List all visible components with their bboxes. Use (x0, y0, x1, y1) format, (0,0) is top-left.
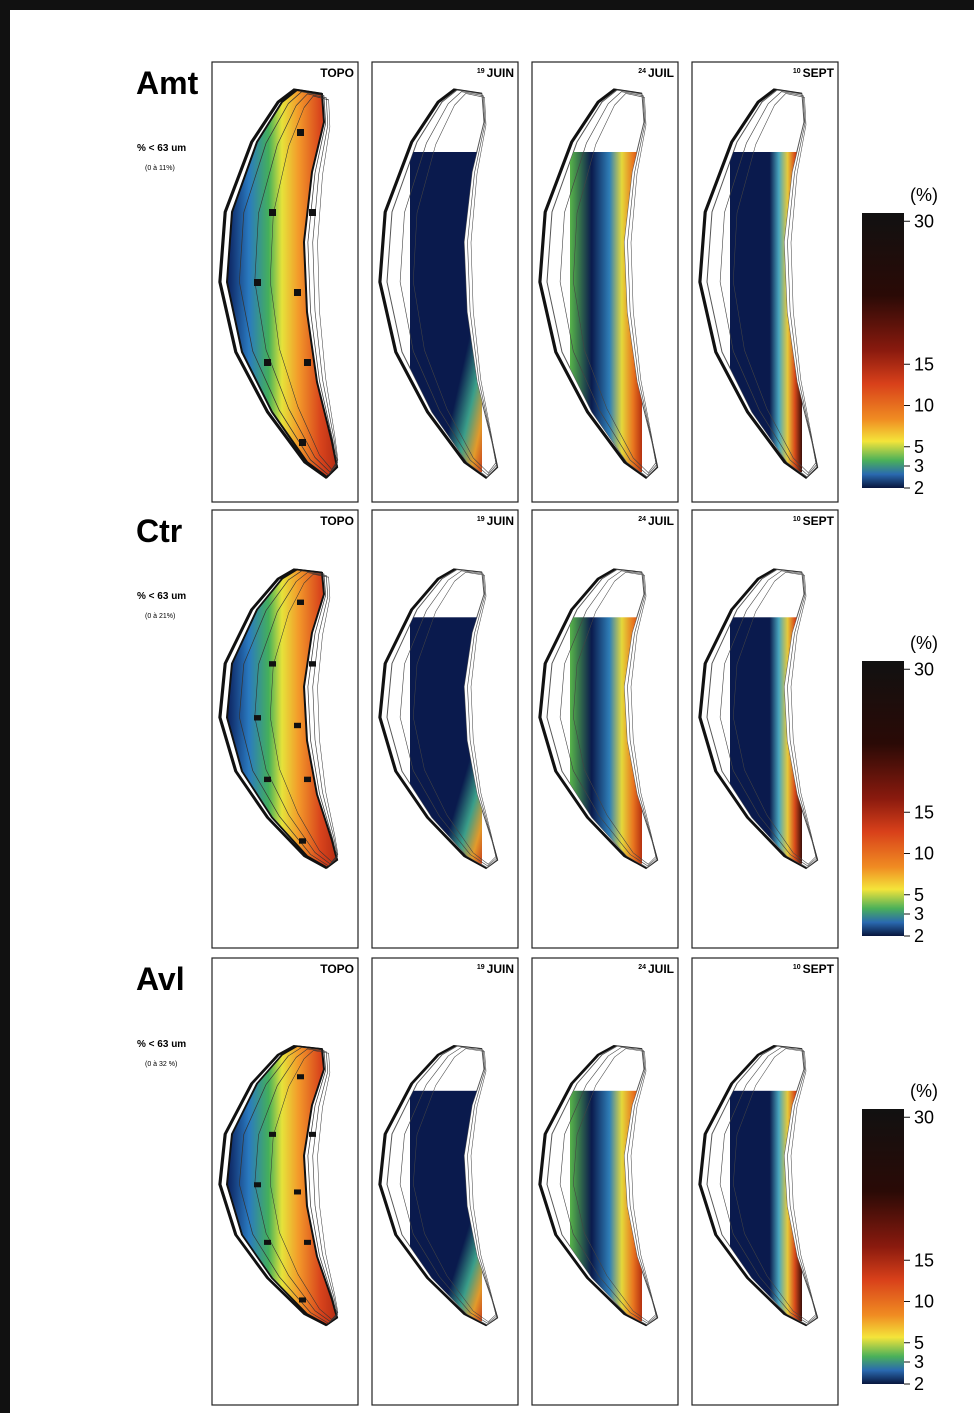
panel-month: SEPT (803, 962, 835, 976)
station (299, 439, 306, 446)
colorbar-tick-label: 5 (914, 885, 924, 905)
colorbar-tick-label: 5 (914, 1333, 924, 1353)
panel-day: 19 (477, 964, 485, 971)
station (269, 209, 276, 216)
panel-month: TOPO (320, 514, 354, 528)
range-label: (0 à 11%) (145, 165, 175, 172)
figure: Amt% < 63 um(0 à 11%)TOPO19JUIN24JUIL10S… (0, 0, 974, 1413)
colorbar-tick-label: 10 (914, 844, 934, 864)
row-label: Avl (136, 961, 185, 997)
colorbar-title: (%) (910, 185, 938, 205)
fraction-label: % < 63 um (137, 1039, 186, 1050)
panel-day: 10 (793, 516, 801, 523)
fraction-label: % < 63 um (137, 591, 186, 602)
station (297, 600, 304, 605)
colorbar (862, 1109, 904, 1384)
colorbar-tick-label: 2 (914, 926, 924, 946)
row-label: Ctr (136, 513, 182, 549)
station (269, 661, 276, 666)
panel-day: 24 (638, 68, 646, 75)
colorbar-tick-label: 15 (914, 354, 934, 374)
colorbar-tick-label: 15 (914, 802, 934, 822)
colorbar-tick-label: 3 (914, 904, 924, 924)
station (304, 777, 311, 782)
panel-month: JUIL (648, 962, 674, 976)
station (297, 1074, 304, 1079)
panel-day: 10 (793, 964, 801, 971)
station (254, 279, 261, 286)
station (294, 1189, 301, 1194)
row-label: Amt (136, 65, 199, 101)
range-label: (0 à 21%) (145, 613, 175, 620)
station (264, 359, 271, 366)
fraction-label: % < 63 um (137, 143, 186, 154)
colorbar-tick-label: 30 (914, 659, 934, 679)
colorbar-tick-label: 30 (914, 211, 934, 231)
colorbar-tick-label: 2 (914, 1374, 924, 1394)
frame-top (0, 0, 974, 10)
panel-day: 19 (477, 68, 485, 75)
station (264, 1240, 271, 1245)
panel-day: 10 (793, 68, 801, 75)
panel-day: 24 (638, 964, 646, 971)
station (294, 289, 301, 296)
panel-month: JUIN (487, 962, 514, 976)
colorbar-tick-label: 2 (914, 478, 924, 498)
station (304, 359, 311, 366)
colorbar (862, 213, 904, 488)
panel-month: TOPO (320, 66, 354, 80)
station (264, 777, 271, 782)
colorbar-tick-label: 10 (914, 1292, 934, 1312)
panel-day: 19 (477, 516, 485, 523)
panel-month: SEPT (803, 514, 835, 528)
station (254, 715, 261, 720)
panel-month: JUIL (648, 514, 674, 528)
colorbar (862, 661, 904, 936)
panel-month: JUIL (648, 66, 674, 80)
station (269, 1132, 276, 1137)
panel-title: TOPO (320, 514, 354, 528)
station (299, 838, 306, 843)
colorbar-tick-label: 10 (914, 396, 934, 416)
panel-month: JUIN (487, 514, 514, 528)
colorbar-title: (%) (910, 1081, 938, 1101)
colorbar-tick-label: 15 (914, 1250, 934, 1270)
panel-month: TOPO (320, 962, 354, 976)
colorbar-tick-label: 3 (914, 1352, 924, 1372)
colorbar-tick-label: 5 (914, 437, 924, 457)
panel-title: TOPO (320, 962, 354, 976)
colorbar-tick-label: 30 (914, 1107, 934, 1127)
panel-month: SEPT (803, 66, 835, 80)
panel-month: JUIN (487, 66, 514, 80)
station (309, 661, 316, 666)
panel-day: 24 (638, 516, 646, 523)
station (309, 209, 316, 216)
station (309, 1132, 316, 1137)
station (254, 1182, 261, 1187)
station (299, 1297, 306, 1302)
colorbar-title: (%) (910, 633, 938, 653)
station (294, 723, 301, 728)
frame-left (0, 0, 10, 1413)
range-label: (0 à 32 %) (145, 1061, 177, 1068)
panel-title: TOPO (320, 66, 354, 80)
station (297, 129, 304, 136)
station (304, 1240, 311, 1245)
colorbar-tick-label: 3 (914, 456, 924, 476)
